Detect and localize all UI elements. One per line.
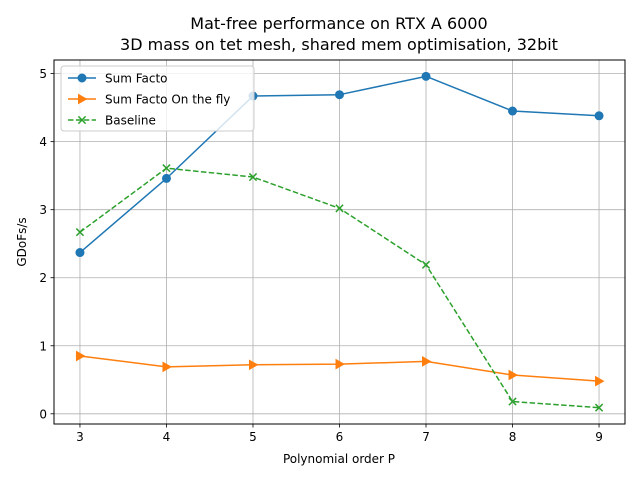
ticks: 3 4 5 6 7 8 9 0 1 2 3 4 5 xyxy=(39,67,603,444)
data-point xyxy=(335,204,344,213)
data-point xyxy=(595,375,605,387)
data-point xyxy=(335,90,344,100)
y-tick-label: 1 xyxy=(39,339,47,353)
series-1 xyxy=(75,350,605,387)
legend: Sum Facto Sum Facto On the fly Baseline xyxy=(60,65,255,132)
data-point xyxy=(508,397,517,406)
x-tick-label: 7 xyxy=(422,430,430,444)
y-tick-label: 5 xyxy=(39,67,47,81)
data-point xyxy=(75,248,85,258)
data-point xyxy=(248,359,259,371)
y-tick-label: 2 xyxy=(39,271,47,285)
series-layer xyxy=(75,71,605,412)
y-axis-label: GDoFs/s xyxy=(15,217,29,266)
data-point xyxy=(508,106,518,116)
legend-box xyxy=(60,65,255,132)
legend-marker xyxy=(78,93,88,105)
data-point xyxy=(508,369,519,381)
x-tick-label: 4 xyxy=(163,430,171,444)
data-point xyxy=(161,173,171,183)
data-point xyxy=(162,164,171,173)
x-tick-label: 8 xyxy=(509,430,517,444)
data-point xyxy=(594,403,604,412)
data-point xyxy=(421,260,431,269)
series-2 xyxy=(75,164,604,412)
x-tick-label: 5 xyxy=(249,430,257,444)
data-point xyxy=(75,228,85,237)
data-point xyxy=(422,356,432,367)
data-point xyxy=(248,172,258,182)
legend-marker xyxy=(77,73,87,83)
data-point xyxy=(75,350,86,362)
legend-marker xyxy=(77,115,87,125)
x-tick-label: 6 xyxy=(336,430,344,444)
data-point xyxy=(162,361,172,373)
chart-title-line1: Mat-free performance on RTX A 6000 xyxy=(190,14,487,33)
x-tick-label: 3 xyxy=(76,430,84,444)
chart-title-line2: 3D mass on tet mesh, shared mem optimisa… xyxy=(120,35,558,54)
legend-label: Sum Facto xyxy=(105,72,168,86)
y-tick-label: 4 xyxy=(39,135,47,149)
legend-label: Baseline xyxy=(105,114,156,128)
x-tick-label: 9 xyxy=(595,430,603,444)
x-axis-label: Polynomial order P xyxy=(283,452,395,466)
data-point xyxy=(421,71,431,81)
y-tick-label: 0 xyxy=(39,407,47,421)
data-point xyxy=(335,358,346,370)
y-tick-label: 3 xyxy=(39,203,47,217)
legend-label: Sum Facto On the fly xyxy=(105,93,230,107)
series-0 xyxy=(75,71,604,258)
data-point xyxy=(594,111,604,121)
